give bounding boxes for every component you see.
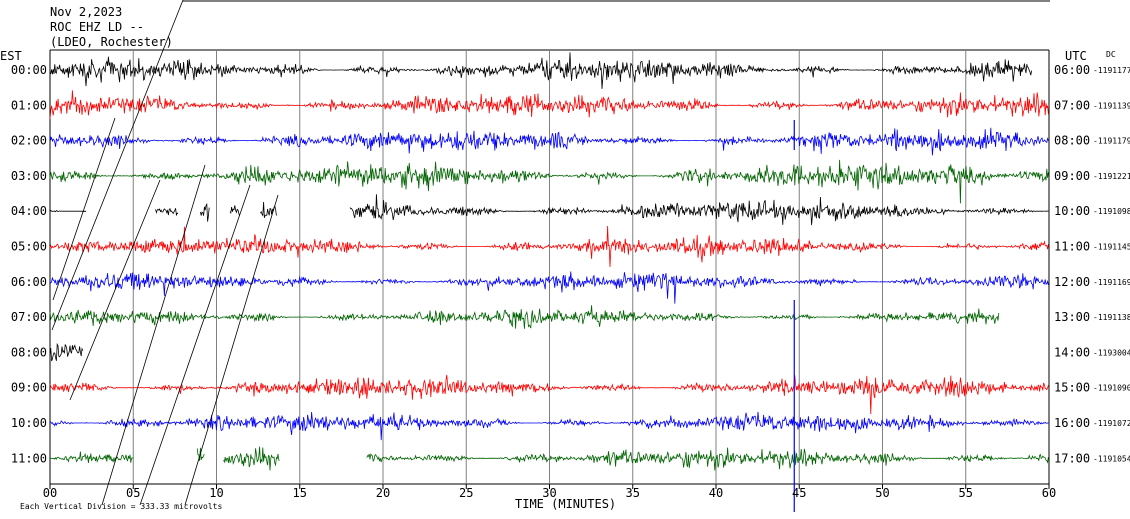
arrival-line [51, 0, 184, 331]
x-tick-label: 60 [1042, 486, 1056, 500]
utc-label: 09:00 [1054, 169, 1090, 183]
x-tick-labels: 00 05 10 15 20 25 30 35 40 45 50 55 60 [43, 486, 1056, 500]
x-tick-label: 55 [959, 486, 973, 500]
utc-label: 15:00 [1054, 381, 1090, 395]
dc-value: -1191145 [1093, 243, 1130, 252]
est-label: 03:00 [11, 169, 47, 183]
dc-value: -1191177 [1093, 66, 1130, 75]
x-axis-label: TIME (MINUTES) [515, 497, 616, 511]
dc-value: -1191169 [1093, 278, 1130, 287]
est-label: 04:00 [11, 204, 47, 218]
utc-label: 11:00 [1054, 240, 1090, 254]
x-tick-label: 50 [875, 486, 889, 500]
trace-row-10:00 [49, 411, 1049, 441]
est-label: 11:00 [11, 451, 47, 465]
trace-row-09:00 [49, 374, 1049, 415]
dc-value: -1191138 [1093, 313, 1130, 322]
utc-label: 14:00 [1054, 345, 1090, 359]
dc-value: -1191139 [1093, 101, 1130, 110]
x-tick-label: 45 [792, 486, 806, 500]
est-label: 01:00 [11, 98, 47, 112]
trace-row-04:00 [49, 194, 1049, 226]
arrival-line [69, 179, 161, 401]
waveform-traces [49, 52, 1049, 471]
x-tick-label: 00 [43, 486, 57, 500]
trace-row-01:00 [49, 90, 1049, 119]
time-gridlines [49, 50, 1050, 489]
header-network: (LDEO, Rochester) [50, 35, 173, 49]
est-hour-labels: 00:00 01:00 02:00 03:00 04:00 05:00 06:00 07:00… [11, 63, 47, 465]
est-label: 06:00 [11, 275, 47, 289]
x-tick-label: 40 [709, 486, 723, 500]
x-tick-label: 20 [376, 486, 390, 500]
left-axis-label: EST [0, 49, 22, 63]
trace-row-03:00 [49, 159, 1049, 204]
trace-row-02:00 [49, 127, 1049, 156]
dc-value: -1191098 [1093, 207, 1130, 216]
est-label: 00:00 [11, 63, 47, 77]
est-label: 09:00 [11, 381, 47, 395]
dc-value: -1191179 [1093, 137, 1130, 146]
header-station: ROC EHZ LD -- [50, 20, 144, 34]
trace-row-00:00 [49, 52, 1032, 89]
arrival-line [52, 117, 116, 301]
utc-label: 16:00 [1054, 416, 1090, 430]
utc-label: 13:00 [1054, 310, 1090, 324]
header-date: Nov 2,2023 [50, 5, 122, 19]
arrival-line [101, 164, 206, 506]
x-tick-label: 25 [459, 486, 473, 500]
dc-value: -1191072 [1093, 419, 1130, 428]
est-label: 02:00 [11, 134, 47, 148]
dc-value: -1191221 [1093, 172, 1130, 181]
x-tick-label: 05 [126, 486, 140, 500]
utc-label: 06:00 [1054, 63, 1090, 77]
x-tick-label: 30 [542, 486, 556, 500]
right-axis-label: UTC [1065, 49, 1087, 63]
utc-label: 17:00 [1054, 451, 1090, 465]
dc-label: DC [1106, 50, 1116, 59]
est-label: 10:00 [11, 416, 47, 430]
trace-row-07:00 [49, 305, 1000, 329]
est-label: 07:00 [11, 310, 47, 324]
est-label: 08:00 [11, 345, 47, 359]
dc-value: -1193004 [1093, 348, 1130, 357]
arrival-lines [51, 0, 795, 512]
scale-note: Each Vertical Division = 333.33 microvol… [20, 502, 222, 511]
trace-row-05:00 [49, 226, 1049, 268]
x-tick-label: 15 [293, 486, 307, 500]
utc-label: 08:00 [1054, 134, 1090, 148]
utc-label: 07:00 [1054, 98, 1090, 112]
arrival-line [139, 184, 251, 506]
utc-label: 12:00 [1054, 275, 1090, 289]
x-tick-label: 35 [626, 486, 640, 500]
dc-value: -1191054 [1093, 454, 1130, 463]
est-label: 05:00 [11, 240, 47, 254]
trace-row-08:00 [49, 342, 84, 362]
utc-hour-labels: 06:00 07:00 08:00 09:00 10:00 11:00 12:00 13:00… [1054, 63, 1090, 465]
dc-value: -1191090 [1093, 384, 1130, 393]
x-tick-label: 10 [209, 486, 223, 500]
arrival-line [184, 194, 279, 506]
dc-offset-labels: -1191177 -1191139 -1191179 -1191221 -1191098… [1093, 66, 1130, 463]
utc-label: 10:00 [1054, 204, 1090, 218]
trace-row-11:00 [50, 446, 1049, 471]
